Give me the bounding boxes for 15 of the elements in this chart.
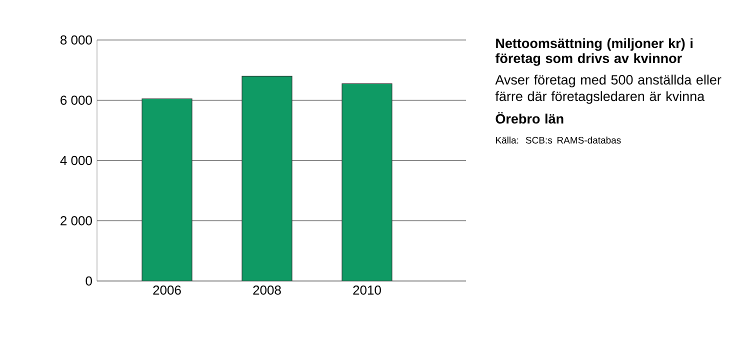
y-tick-label: 8 000 bbox=[60, 35, 92, 45]
x-tick-label: 2006 bbox=[153, 286, 181, 295]
text: Avser företag med 500 anställda eller färre där företagsledaren är kvinna bbox=[495, 74, 722, 104]
bar bbox=[142, 98, 192, 281]
text: Nettoomsättning (miljoner kr) i företag som drivs av kvinnor bbox=[495, 38, 692, 66]
y-tick-label: 6 000 bbox=[60, 96, 92, 105]
y-tick-label: 0 bbox=[86, 276, 92, 286]
text: Örebro län bbox=[496, 112, 564, 124]
x-tick-label: 2008 bbox=[253, 286, 281, 295]
y-tick-label: 2 000 bbox=[60, 216, 92, 226]
y-tick-label: 4 000 bbox=[60, 156, 92, 166]
bar bbox=[342, 83, 392, 281]
text: Källa: SCB:s RAMS-databas bbox=[496, 136, 621, 144]
x-tick-label: 2010 bbox=[353, 286, 381, 295]
bar bbox=[242, 76, 292, 281]
